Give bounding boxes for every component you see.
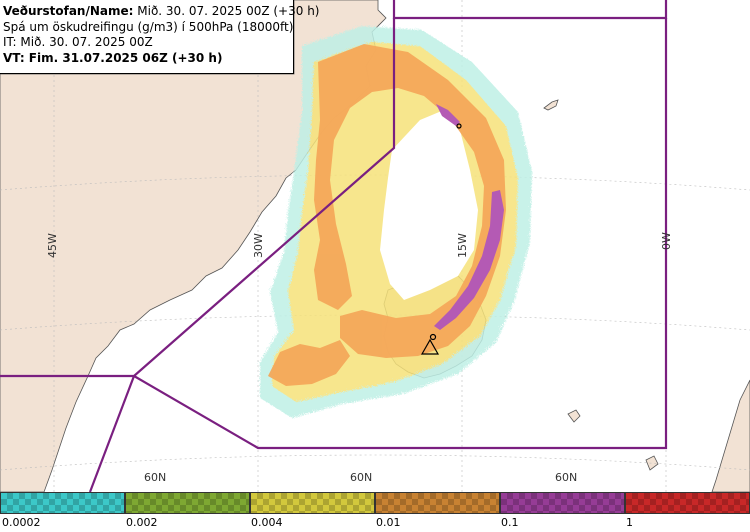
parallel-label-2: 60N (350, 471, 372, 484)
run-time: Mið. 30. 07. 2025 00Z (+30 h) (137, 4, 320, 18)
legend-label: 0.002 (126, 516, 158, 529)
info-line-1: Veðurstofan/Name: Mið. 30. 07. 2025 00Z … (3, 4, 320, 20)
initial-time: IT: Mið. 30. 07. 2025 00Z (3, 35, 153, 49)
legend-labels: 0.0002 0.002 0.004 0.01 0.1 1 (0, 516, 750, 532)
volcano-marker (420, 123, 462, 355)
legend-swatch (0, 492, 125, 514)
parallel-label-1: 60N (144, 471, 166, 484)
meridian-label-45w: 45W (46, 233, 59, 258)
product-description: Spá um öskudreifingu (g/m3) í 500hPa (18… (3, 19, 294, 34)
legend-label: 0.004 (251, 516, 283, 529)
jan-mayen-land (543, 99, 559, 111)
legend-swatch (500, 492, 625, 514)
legend-swatch (125, 492, 250, 514)
faroe-land (567, 409, 581, 423)
legend-label: 1 (626, 516, 633, 529)
legend-swatch (375, 492, 500, 514)
concentration-legend (0, 492, 750, 516)
meridian-label-0w: 0W (660, 232, 673, 250)
legend-label: 0.1 (501, 516, 519, 529)
legend-label: 0.01 (376, 516, 401, 529)
fir-boundary (0, 0, 668, 493)
valid-time: VT: Fim. 31.07.2025 06Z (+30 h) (3, 50, 223, 65)
meridian-label-30w: 30W (252, 233, 265, 258)
parallel-label-3: 60N (555, 471, 577, 484)
ash-cloud-hole (380, 110, 478, 300)
legend-swatch (250, 492, 375, 514)
small-island (645, 455, 659, 471)
legend-label: 0.0002 (2, 516, 41, 529)
provider-label: Veðurstofan/Name: (3, 4, 134, 18)
forecast-info-box: Veðurstofan/Name: Mið. 30. 07. 2025 00Z … (0, 0, 320, 74)
legend-swatch (625, 492, 750, 514)
graticule-labels: 45W 30W 15W 0W 60N 60N 60N (46, 232, 673, 484)
ash-cloud-purple (434, 104, 504, 330)
meridian-label-15w: 15W (456, 233, 469, 258)
